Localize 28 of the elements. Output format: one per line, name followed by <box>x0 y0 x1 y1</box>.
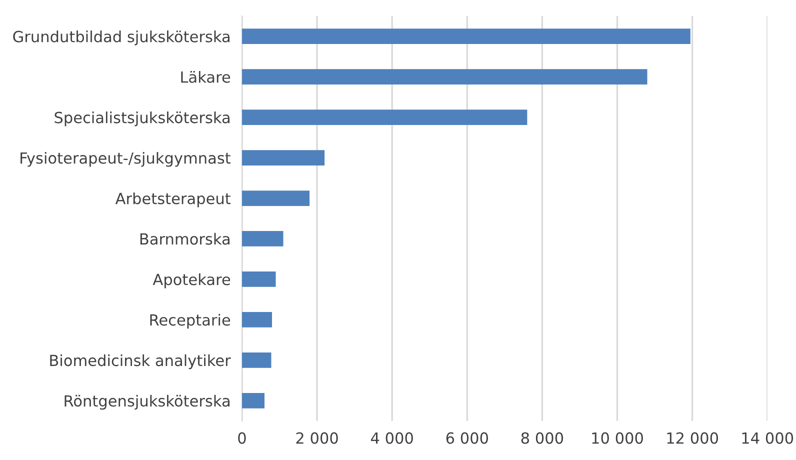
bar <box>242 110 528 125</box>
y-tick-label: Receptarie <box>150 314 230 329</box>
x-tick-label: 14 000 <box>742 432 794 444</box>
y-tick-label: Läkare <box>181 71 230 83</box>
x-tick-label: 2 000 <box>296 432 338 444</box>
y-tick-label: Barnmorska <box>140 232 230 245</box>
y-tick-label: Fysioterapeut-/sjukgymnast <box>20 152 231 167</box>
x-tick-label: 12 000 <box>667 432 718 444</box>
y-tick-label: Biomedicinsk analytiker <box>50 354 231 370</box>
y-tick-label: Grundutbildad sjuksköterska <box>13 30 230 46</box>
bar <box>242 272 276 287</box>
bar <box>242 28 690 44</box>
x-tick-label: 4 000 <box>370 432 413 444</box>
bar <box>242 69 648 85</box>
bar <box>242 190 310 206</box>
bar <box>242 392 264 408</box>
bar <box>242 231 284 246</box>
x-tick-label: 10 000 <box>592 432 643 444</box>
x-tick-label: 6 000 <box>446 432 488 444</box>
bar <box>242 150 325 166</box>
y-tick-label: Arbetsterapeut <box>115 192 231 208</box>
y-tick-label: Röntgensjuksköterska <box>64 394 230 410</box>
y-tick-label: Apotekare <box>152 273 230 288</box>
y-tick-label: Specialistsjuksköterska <box>54 111 230 126</box>
x-tick-label: 8 000 <box>521 432 564 444</box>
bar <box>242 312 272 328</box>
bar <box>242 352 272 368</box>
x-tick-label: 0 <box>238 432 246 444</box>
